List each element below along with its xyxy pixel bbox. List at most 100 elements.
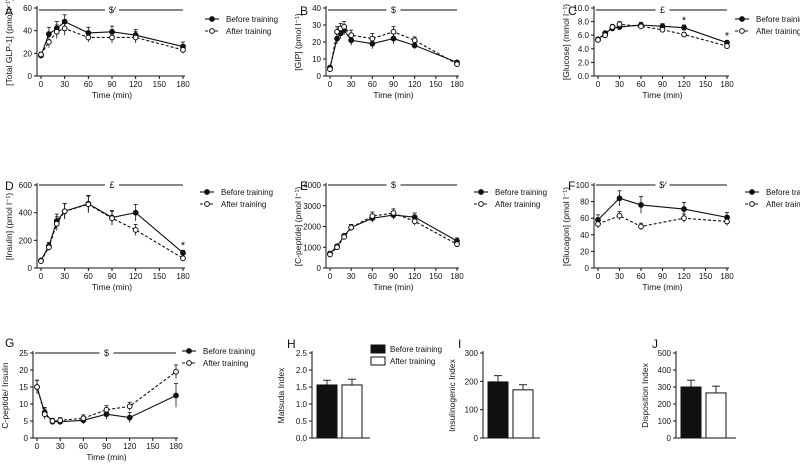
after-marker bbox=[85, 34, 92, 41]
before-marker bbox=[390, 35, 397, 42]
y-tick-label: 60 bbox=[23, 4, 32, 13]
after-marker bbox=[749, 201, 755, 207]
x-tick-label: 150 bbox=[429, 272, 443, 281]
after-marker bbox=[61, 25, 68, 32]
before-marker bbox=[478, 189, 484, 195]
after-marker bbox=[595, 221, 601, 227]
x-tick-label: 180 bbox=[176, 272, 190, 281]
panel-letter: A bbox=[5, 4, 13, 18]
x-tick-label: 150 bbox=[146, 442, 160, 451]
after-marker bbox=[204, 201, 210, 207]
x-tick-label: 180 bbox=[169, 442, 183, 451]
y-tick-label: 20 bbox=[23, 49, 32, 58]
x-tick-label: 0 bbox=[35, 442, 40, 451]
x-tick-label: 120 bbox=[123, 442, 137, 451]
after-marker bbox=[595, 37, 601, 43]
y-axis-label: [Insulin] (pmol l⁻¹) bbox=[4, 193, 14, 260]
significance-symbol: $ bbox=[391, 180, 396, 190]
after-marker bbox=[85, 201, 92, 208]
after-marker bbox=[61, 208, 68, 215]
after-marker bbox=[57, 417, 64, 424]
after-marker bbox=[341, 23, 348, 30]
significance-symbol: $⁄ bbox=[109, 5, 117, 15]
before-marker bbox=[749, 189, 755, 195]
panel-j: J 0 100 200 300 400 500 Disposition Index bbox=[640, 337, 736, 443]
after-marker bbox=[348, 32, 355, 39]
legend-after-label: After training bbox=[226, 27, 271, 36]
x-tick-label: 180 bbox=[720, 80, 734, 89]
after-marker bbox=[681, 215, 687, 222]
after-marker bbox=[369, 213, 376, 220]
x-tick-label: 90 bbox=[389, 272, 398, 281]
y-tick-label: 15 bbox=[19, 383, 28, 392]
after-marker bbox=[186, 360, 192, 366]
x-tick-label: 60 bbox=[368, 272, 377, 281]
after-marker bbox=[327, 66, 333, 73]
x-tick-label: 150 bbox=[153, 80, 167, 89]
x-axis-label: Time (min) bbox=[373, 282, 413, 292]
before-marker bbox=[45, 31, 52, 37]
x-tick-label: 90 bbox=[658, 272, 667, 281]
y-tick-label: 300 bbox=[658, 383, 672, 392]
after-marker bbox=[478, 201, 484, 207]
after-marker bbox=[53, 28, 60, 35]
before-marker bbox=[411, 42, 418, 49]
before-bar bbox=[680, 386, 702, 439]
legend-after-label: After training bbox=[221, 200, 266, 209]
legend-before-label: Before training bbox=[203, 347, 255, 356]
x-axis-label: Time (min) bbox=[92, 282, 132, 292]
y-axis-label: [Glucose] (mmol l⁻¹) bbox=[561, 4, 571, 80]
after-marker bbox=[109, 215, 115, 222]
after-marker bbox=[739, 28, 745, 34]
significance-symbol: £ bbox=[660, 5, 665, 15]
y-tick-label: 4.0 bbox=[578, 45, 590, 54]
after-marker bbox=[327, 251, 333, 258]
x-axis-label: Time (min) bbox=[86, 452, 126, 462]
after-marker bbox=[38, 258, 44, 264]
x-tick-label: 120 bbox=[408, 80, 422, 89]
significance-gap bbox=[655, 4, 670, 16]
before-marker bbox=[638, 202, 644, 208]
y-tick-label: 10 bbox=[312, 55, 321, 64]
y-tick-label: 500 bbox=[658, 349, 672, 358]
y-tick-label: 40 bbox=[23, 27, 32, 36]
x-axis-label: Time (min) bbox=[373, 90, 413, 100]
y-tick-label: 0 bbox=[667, 434, 672, 443]
y-tick-label: 0 bbox=[474, 434, 479, 443]
y-tick-label: 5 bbox=[24, 417, 29, 426]
x-tick-label: 90 bbox=[108, 80, 117, 89]
x-tick-label: 120 bbox=[677, 272, 691, 281]
y-axis-label: Matsuda Index bbox=[276, 367, 286, 424]
panel-d: D 0 200 400 600 [Insulin] (pmol l⁻¹) 0 30 60 90 12… bbox=[4, 179, 273, 292]
y-axis-label: Insulinogenic Index bbox=[447, 358, 457, 432]
after-marker bbox=[45, 244, 52, 251]
y-tick-label: 10 bbox=[19, 400, 28, 409]
y-tick-label: 25 bbox=[19, 349, 28, 358]
after-series-line bbox=[36, 371, 177, 422]
y-tick-label: 200 bbox=[19, 236, 33, 245]
x-tick-label: 150 bbox=[153, 272, 167, 281]
legend-after-label: After training bbox=[203, 359, 248, 368]
after-marker bbox=[638, 223, 644, 230]
x-tick-label: 180 bbox=[176, 80, 190, 89]
after-marker bbox=[454, 241, 460, 248]
x-axis-label: Time (min) bbox=[92, 90, 132, 100]
significance-gap bbox=[99, 347, 114, 359]
after-marker bbox=[38, 51, 44, 58]
panel-i: I 0 100 200 300 Insulinogenic Index bbox=[447, 337, 540, 443]
before-marker bbox=[739, 16, 745, 22]
significance-gap bbox=[655, 179, 670, 191]
x-tick-label: 90 bbox=[102, 442, 111, 451]
legend-after-label: After training bbox=[756, 27, 800, 36]
after-marker bbox=[45, 39, 52, 45]
x-tick-label: 90 bbox=[389, 80, 398, 89]
y-tick-label: 0.5 bbox=[296, 417, 308, 426]
x-tick-label: 180 bbox=[720, 272, 734, 281]
significance-symbol: $ bbox=[391, 5, 396, 15]
x-tick-label: 60 bbox=[84, 80, 93, 89]
legend-before-label: Before training bbox=[495, 188, 547, 197]
y-tick-label: 8.0 bbox=[578, 18, 590, 27]
y-tick-label: 0 bbox=[585, 264, 590, 273]
y-axis-label: [Glucagon] (pmol l⁻¹) bbox=[561, 187, 571, 266]
y-tick-label: 400 bbox=[19, 209, 33, 218]
